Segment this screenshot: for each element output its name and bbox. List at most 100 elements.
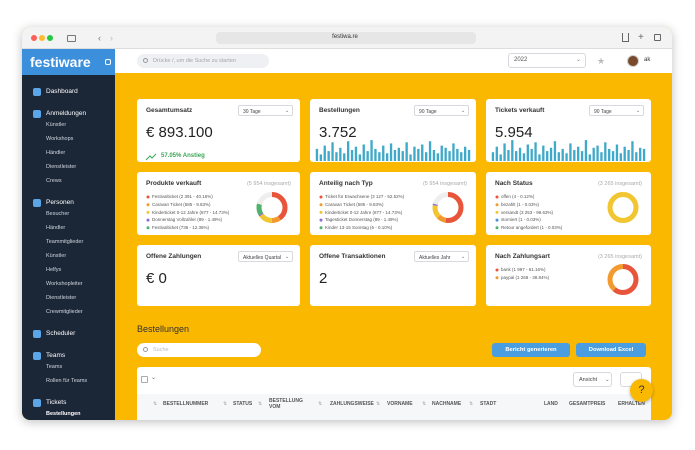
column-header[interactable]: STADT	[480, 401, 497, 407]
nav-item[interactable]: Künstler	[46, 252, 67, 259]
legend-label: versandt (3 253 - 99.63%)	[501, 209, 554, 215]
legend-dot	[495, 226, 499, 230]
card: Produkte verkauft (5 954 insgesamt) Festiv…	[137, 172, 300, 235]
nav-item[interactable]: Händler	[46, 224, 66, 231]
nav-item[interactable]: Workshopleiter	[46, 280, 83, 287]
bar	[460, 152, 463, 161]
bar	[642, 148, 646, 161]
share-icon[interactable]	[622, 33, 629, 42]
column-header[interactable]: BESTELLNUMMER	[163, 401, 209, 407]
period-select[interactable]: Aktuelles Quartal ⌄	[238, 251, 293, 262]
nav-group[interactable]: Personen	[46, 199, 74, 207]
bar	[393, 150, 397, 161]
bar	[635, 152, 638, 161]
column-header[interactable]: GESAMTPREIS	[569, 401, 606, 407]
legend-dot	[146, 195, 150, 199]
donut-segment	[607, 192, 639, 223]
nav-icon	[33, 88, 41, 96]
tabs-icon[interactable]	[654, 34, 661, 41]
url-bar[interactable]	[216, 32, 476, 44]
column-header[interactable]: ERHALTEN	[618, 401, 645, 407]
button[interactable]: Download Excel	[576, 343, 646, 357]
orders-search[interactable]	[137, 343, 261, 357]
legend-label: Festivalticket (736 - 12.36%)	[152, 225, 210, 231]
column-header[interactable]: STATUS	[233, 401, 253, 407]
chevron: ⌄	[461, 108, 466, 114]
avatar[interactable]	[627, 55, 639, 67]
nav-group[interactable]: Teams	[46, 352, 66, 360]
period-select[interactable]: 30 Tage ⌄	[238, 105, 293, 116]
nav-item[interactable]: Workshops	[46, 135, 74, 142]
bar	[627, 150, 630, 161]
bar	[315, 148, 319, 161]
window-button[interactable]	[39, 35, 45, 41]
nav-back[interactable]: ‹	[98, 32, 101, 43]
period-select[interactable]: Aktuelles Jahr ⌄	[414, 251, 469, 262]
browser-window: ‹ › festiwa.re + festiware Dashboard Anmeldung…	[22, 27, 672, 420]
chevron: ⌄	[151, 375, 157, 382]
view-select[interactable]: Ansicht ⌄	[573, 372, 612, 387]
bar	[604, 142, 607, 161]
star-icon[interactable]: ★	[597, 55, 606, 66]
legend-label: storniert (1 - 0.03%)	[501, 217, 541, 223]
graphic	[145, 153, 157, 161]
nav-item[interactable]: Künstler	[46, 121, 67, 128]
legend-dot	[319, 210, 323, 214]
bar	[553, 141, 557, 161]
nav-item[interactable]: Teams	[46, 363, 63, 370]
bar	[331, 142, 334, 161]
nav-group[interactable]: Tickets	[46, 399, 67, 407]
period: 90 Tage	[419, 108, 437, 115]
nav-forward[interactable]: ›	[110, 32, 113, 43]
new-tab[interactable]: +	[638, 32, 644, 43]
bar	[580, 151, 584, 161]
legend-dot	[146, 218, 150, 222]
nav-item[interactable]: Dienstleister	[46, 163, 77, 170]
bar	[631, 141, 634, 161]
legend-dot	[146, 210, 150, 214]
window-button[interactable]	[31, 35, 37, 41]
card-value: 5.954	[495, 124, 533, 141]
nav-item[interactable]: Bestellungen	[46, 410, 81, 417]
nav-group[interactable]: Dashboard	[46, 88, 78, 96]
nav-item[interactable]: Crewmitglieder	[46, 308, 83, 315]
column-header[interactable]: BESTELLUNG VOM	[269, 398, 303, 410]
column-header[interactable]: NACHNAME	[432, 401, 462, 407]
select-all[interactable]	[141, 376, 148, 383]
legend-dot	[319, 203, 323, 207]
search-placeholder: Drücke /, um die Suche zu starten	[153, 57, 236, 64]
bar	[370, 140, 373, 161]
bar	[491, 152, 495, 161]
year: 2022	[514, 57, 528, 64]
period-select[interactable]: 90 Tage ⌄	[414, 105, 469, 116]
column-header[interactable]: LAND	[544, 401, 558, 407]
nav-item[interactable]: Händler	[46, 149, 66, 156]
sidebar-toggle[interactable]	[67, 35, 76, 42]
bar	[417, 148, 420, 161]
nav-group[interactable]: Anmeldungen	[46, 110, 87, 118]
period-select[interactable]: 90 Tage ⌄	[589, 105, 644, 116]
help-button[interactable]: ?	[630, 379, 653, 402]
window-button[interactable]	[47, 35, 53, 41]
nav-item[interactable]: Dienstleister	[46, 294, 77, 301]
bar	[463, 146, 467, 161]
legend-label: bank (1 997 - 61.16%)	[501, 267, 546, 273]
column-header[interactable]: ZAHLUNGSWEISE	[330, 401, 374, 407]
nav-item[interactable]: Rollen für Teams	[46, 377, 88, 384]
logo-icon	[105, 59, 111, 65]
button[interactable]: Bericht generieren	[492, 343, 570, 357]
bar	[327, 151, 330, 161]
table-header	[137, 394, 651, 420]
global-search[interactable]	[137, 54, 269, 68]
nav-group[interactable]: Scheduler	[46, 330, 76, 338]
logo-area	[22, 49, 115, 75]
column-header[interactable]: VORNAME	[387, 401, 413, 407]
card-value: 3.752	[319, 124, 357, 141]
bar	[615, 144, 619, 161]
nav-item[interactable]: Teammitglieder	[46, 238, 84, 245]
nav-item[interactable]: Helfys	[46, 266, 62, 273]
sort-icon: ⇅	[469, 401, 474, 407]
nav-item[interactable]: Crews	[46, 177, 62, 184]
nav-item[interactable]: Besucher	[46, 210, 70, 217]
year-select[interactable]	[508, 53, 586, 68]
